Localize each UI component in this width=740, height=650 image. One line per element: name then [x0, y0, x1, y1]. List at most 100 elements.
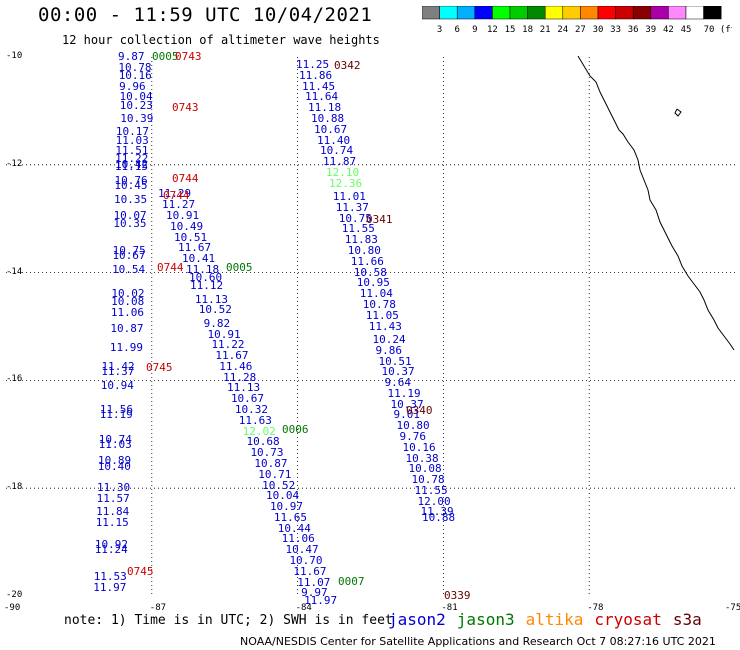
wave-height-label: 11.86 — [299, 68, 333, 82]
wave-height-label: 11.43 — [368, 319, 402, 333]
colorbar-label: 15 — [505, 25, 516, 35]
lat-lon-grid — [6, 57, 735, 596]
chart-title: 00:00 - 11:59 UTC 10/04/2021 — [38, 4, 373, 26]
wave-height-label: 10.67 — [314, 122, 348, 136]
wave-height-label: 10.71 — [258, 467, 292, 481]
wave-height-label: 10.75 — [112, 244, 146, 258]
wave-height-label: 11.67 — [215, 349, 249, 363]
wave-height-label: 11.57 — [96, 491, 130, 505]
wave-height-label: 11.66 — [350, 254, 384, 268]
wave-height-label: 10.08 — [408, 462, 442, 476]
wave-height-label: 9.97 — [301, 586, 328, 600]
wave-height-label: 11.18 — [308, 101, 342, 115]
wave-height-label: 10.24 — [372, 332, 406, 346]
wave-height-label: 10.02 — [111, 287, 145, 301]
wave-height-label: 10.75 — [338, 211, 372, 225]
wave-height-label: 10.37 — [390, 397, 424, 411]
wave-height-label: 10.73 — [250, 446, 284, 460]
pass-time-label: 0745 — [146, 361, 173, 374]
colorbar-label: 6 — [454, 25, 459, 35]
wave-height-label: 10.80 — [347, 244, 381, 258]
wave-height-label: 10.67 — [112, 249, 146, 263]
colorbar-label: 70 (ft) — [704, 25, 732, 35]
wave-height-label: 10.87 — [254, 456, 288, 470]
wave-height-label: 11.18 — [186, 262, 220, 276]
lon-tick-label: -87 — [149, 603, 167, 613]
colorbar-label: 45 — [681, 25, 692, 35]
wave-height-label: 11.67 — [293, 564, 327, 578]
wave-height-label: 10.70 — [289, 553, 323, 567]
lon-tick-label: -81 — [441, 603, 458, 613]
wave-height-label: 12.02 — [242, 424, 276, 438]
wave-height-label: 11.83 — [344, 233, 378, 247]
wave-height-label: 11.67 — [178, 241, 212, 255]
footnote: note: 1) Time is in UTC; 2) SWH is in fe… — [64, 613, 393, 628]
wave-height-label: 10.68 — [246, 435, 280, 449]
wave-height-label: 9.01 — [393, 408, 421, 422]
wave-height-label: 10.32 — [234, 403, 268, 417]
wave-height-label: 11.46 — [219, 359, 253, 373]
legend-item-jason3: jason3 — [456, 610, 515, 629]
wave-height-label: 10.39 — [120, 111, 154, 125]
wave-height-label: 11.56 — [99, 403, 134, 417]
colorbar-label: 12 — [487, 25, 498, 35]
wave-height-label: 10.89 — [98, 454, 132, 468]
wave-height-label: 10.23 — [119, 98, 153, 112]
colorbar-label: 36 — [628, 25, 639, 35]
pass-time-label: 0743 — [172, 101, 199, 114]
wave-height-label: 9.87 — [118, 50, 145, 63]
lat-tick-label: -12 — [6, 158, 23, 169]
pass-time-label: 0342 — [334, 59, 361, 72]
wave-height-label: 9.86 — [375, 343, 403, 357]
wave-height-label: 10.45 — [114, 179, 148, 193]
wave-height-label: 10.16 — [118, 68, 152, 82]
wave-height-label: 11.51 — [115, 144, 149, 158]
pass-time-label: 0744 — [157, 261, 184, 274]
wave-height-label: 10.78 — [362, 297, 396, 311]
wave-height-label: 11.55 — [341, 222, 375, 236]
wave-height-label: 11.63 — [238, 413, 272, 427]
colorbar-label: 3 — [437, 25, 442, 35]
lon-tick-label: -75 — [725, 603, 740, 613]
lon-tick-label: -84 — [295, 603, 312, 613]
pass-time-label: 0743 — [175, 50, 202, 63]
wave-height-label: 10.52 — [198, 303, 232, 317]
lat-tick-label: -18 — [6, 482, 23, 493]
wave-height-label: 11.06 — [281, 532, 315, 546]
wave-height-label: 11.01 — [332, 190, 366, 204]
wave-height-label: 11.03 — [115, 133, 149, 147]
legend-item-altika: altika — [525, 610, 584, 629]
pass-time-label: 0339 — [444, 589, 471, 602]
satellite-legend: jason2 jason3 altika cryosat s3a — [388, 610, 713, 629]
pass-time-label: 0005 — [152, 50, 179, 63]
colorbar-label: 33 — [610, 25, 621, 35]
lat-tick-label: -14 — [6, 266, 23, 277]
lon-tick-label: -78 — [587, 603, 604, 613]
colorbar-label: 42 — [663, 25, 674, 35]
colorbar-label: 21 — [540, 25, 551, 35]
wave-height-label: 12.36 — [329, 176, 363, 190]
wave-height-label: 11.29 — [158, 187, 192, 201]
wave-height-label: 10.54 — [112, 262, 146, 276]
wave-height-label: 10.60 — [189, 270, 223, 284]
wave-height-label: 11.15 — [95, 516, 129, 530]
wave-height-label: 10.04 — [266, 489, 300, 503]
lat-tick-label: -20 — [6, 590, 23, 600]
wave-height-label: 10.94 — [100, 378, 134, 392]
wave-height-label: 11.07 — [297, 575, 331, 589]
wave-height-label: 11.87 — [323, 155, 357, 169]
wave-height-label: 11.13 — [227, 381, 261, 395]
wave-height-label: 10.07 — [113, 209, 147, 222]
wave-height-label: 10.51 — [174, 230, 208, 244]
wave-height-label: 11.15 — [114, 160, 149, 174]
wave-height-label: 10.35 — [114, 192, 148, 206]
wave-height-label: 11.04 — [359, 287, 393, 301]
wave-height-label: 11.24 — [94, 543, 128, 557]
wave-height-label: 11.22 — [115, 152, 149, 166]
wave-height-label: 10.95 — [356, 276, 390, 290]
colorbar-swatch — [703, 6, 722, 20]
wave-height-label: 11.45 — [302, 79, 336, 93]
pass-time-label: 0340 — [406, 404, 433, 417]
wave-height-label: 10.91 — [207, 327, 241, 341]
